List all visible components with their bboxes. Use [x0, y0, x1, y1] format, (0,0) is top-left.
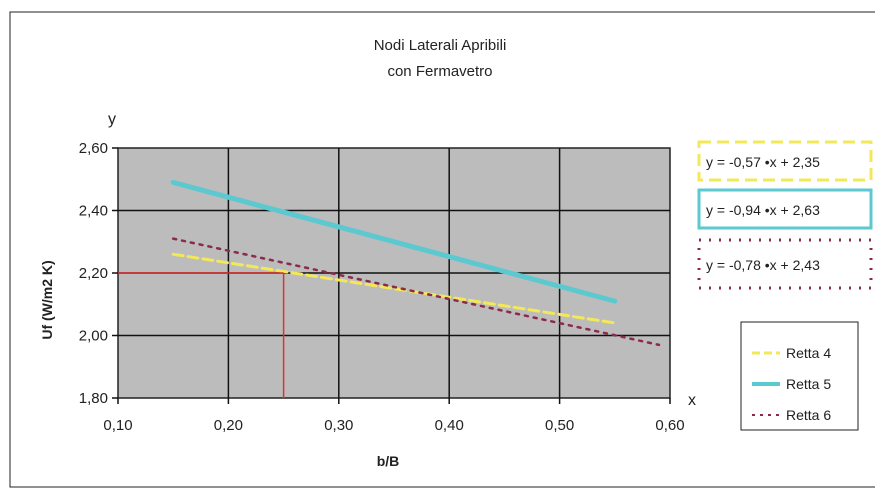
y-axis-letter: y: [108, 111, 116, 128]
equation-box-frame-retta-5: [697, 188, 873, 230]
x-tick-label: 0,30: [324, 417, 353, 434]
x-tick-label: 0,50: [545, 417, 574, 434]
y-tick-label: 2,60: [79, 140, 108, 157]
legend-label-retta-5: Retta 5: [786, 376, 831, 392]
equation-box-retta-4: y = -0,57 •x + 2,35: [697, 140, 873, 182]
series-layer: [170, 179, 661, 347]
y-axis-label: Uf (W/m2 K): [39, 260, 55, 339]
legend-label-retta-6: Retta 6: [786, 407, 831, 423]
legend: Retta 4 Retta 5 Retta 6: [740, 321, 859, 431]
equation-box-frame-retta-6: [697, 238, 873, 290]
series-line-retta-6: [171, 237, 661, 347]
axis-ticks: 0,10 0,20 0,30 0,40 0,50 0,60 1,80 2,00 2,20 2,40…: [79, 140, 685, 434]
equation-retta-5: y = -0,94 •x + 2,63: [706, 202, 820, 218]
equation-box-frame-retta-4: [697, 140, 873, 182]
equation-retta-4: y = -0,57 •x + 2,35: [706, 154, 820, 170]
equation-box-retta-5: y = -0,94 •x + 2,63: [697, 188, 873, 230]
y-tick-label: 2,00: [79, 328, 108, 345]
legend-frame: [740, 321, 859, 431]
x-tick-label: 0,10: [103, 417, 132, 434]
equation-box-retta-6: y = -0,78 •x + 2,43: [697, 238, 873, 290]
x-axis-letter: x: [688, 392, 696, 409]
chart-title: Nodi Laterali Apribili: [374, 37, 507, 54]
x-tick-label: 0,40: [435, 417, 464, 434]
x-tick-label: 0,20: [214, 417, 243, 434]
y-tick-label: 2,40: [79, 203, 108, 220]
legend-label-retta-4: Retta 4: [786, 345, 831, 361]
y-tick-label: 1,80: [79, 390, 108, 407]
annotation-layer: [118, 272, 285, 398]
equation-retta-6: y = -0,78 •x + 2,43: [706, 257, 820, 273]
series-line-retta-4: [171, 252, 617, 325]
series-line-retta-5: [170, 179, 618, 304]
chart-subtitle: con Fermavetro: [387, 63, 492, 80]
x-axis-label: b/B: [377, 453, 400, 469]
y-tick-label: 2,20: [79, 265, 108, 282]
x-tick-label: 0,60: [655, 417, 684, 434]
